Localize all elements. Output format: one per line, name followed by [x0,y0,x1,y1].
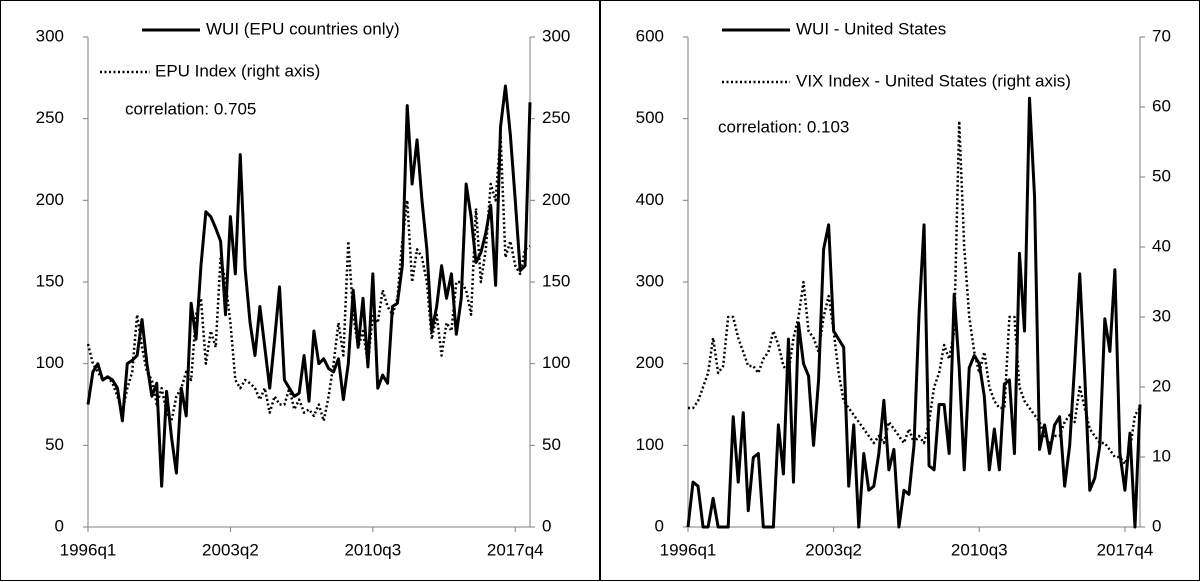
legend-label: WUI (EPU countries only) [206,19,400,38]
y-tick-label: 400 [636,190,664,209]
y-tick-label: 300 [636,271,664,290]
y-tick-label: 600 [636,26,664,45]
panel-frame [0,0,600,581]
y2-tick-label: 100 [542,353,570,372]
y2-tick-label: 250 [542,108,570,127]
y2-tick-label: 0 [1152,516,1161,535]
y-tick-label: 200 [636,353,664,372]
x-tick-label: 2010q3 [951,540,1008,559]
legend-label: WUI - United States [796,19,946,38]
y2-tick-label: 50 [1152,166,1171,185]
series-line [686,96,1142,529]
y2-tick-label: 20 [1152,376,1171,395]
x-tick-label: 2017q4 [487,540,544,559]
y-tick-label: 0 [655,516,664,535]
panel-frame [600,0,1200,581]
y-tick-label: 150 [36,271,64,290]
y-tick-label: 0 [55,516,64,535]
y2-tick-label: 300 [542,26,570,45]
y-tick-label: 300 [36,26,64,45]
series-line [86,84,532,488]
legend-label: EPU Index (right axis) [155,61,320,80]
y2-tick-label: 30 [1152,306,1171,325]
y2-tick-label: 70 [1152,26,1171,45]
y2-tick-label: 150 [542,271,570,290]
y2-tick-label: 50 [542,435,561,454]
x-tick-label: 1996q1 [60,540,117,559]
y-tick-label: 250 [36,108,64,127]
y-tick-label: 500 [636,108,664,127]
annotation: correlation: 0.103 [718,117,849,136]
x-tick-label: 2003q2 [202,540,259,559]
x-tick-label: 1996q1 [660,540,717,559]
y2-tick-label: 200 [542,190,570,209]
annotation: correlation: 0.705 [125,99,256,118]
y-tick-label: 50 [45,435,64,454]
series-line [86,133,531,423]
x-tick-label: 2003q2 [805,540,862,559]
y2-tick-label: 0 [542,516,551,535]
x-tick-label: 2017q4 [1097,540,1154,559]
y-tick-label: 100 [36,353,64,372]
x-tick-label: 2010q3 [344,540,401,559]
y2-tick-label: 60 [1152,96,1171,115]
legend-label: VIX Index - United States (right axis) [796,71,1071,90]
y2-tick-label: 40 [1152,236,1171,255]
y2-tick-label: 10 [1152,446,1171,465]
series-line [688,119,1142,466]
y-tick-label: 200 [36,190,64,209]
y-tick-label: 100 [636,435,664,454]
